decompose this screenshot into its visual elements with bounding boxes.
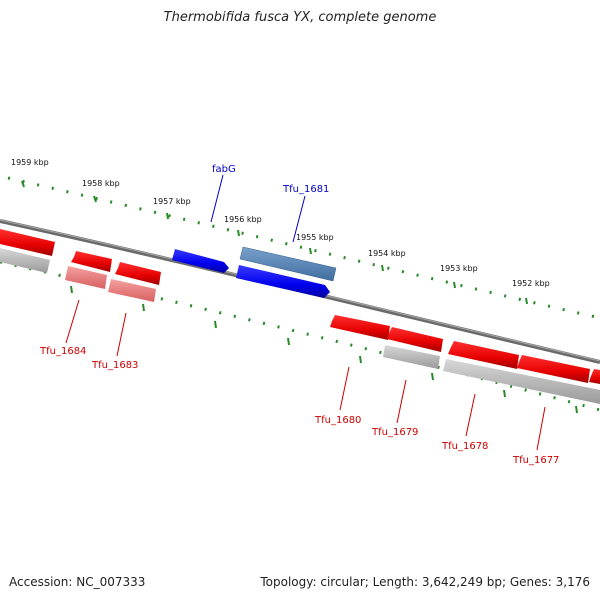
ruler-label: 1958 kbp (82, 179, 120, 188)
major-tick (214, 320, 217, 329)
major-tick (359, 355, 362, 364)
accession-label: Accession: NC_007333 (9, 575, 146, 589)
major-tick (142, 303, 145, 312)
gene-tfu1684-upper[interactable] (71, 251, 112, 272)
major-tick (166, 212, 169, 220)
gene-tfu1681[interactable] (236, 265, 330, 298)
label-leader-fabG (210, 174, 224, 223)
gene-right-edge[interactable] (589, 369, 600, 384)
major-tick (503, 389, 506, 398)
rna-left-edge[interactable] (0, 248, 50, 273)
gene-label-tfu1681[interactable]: Tfu_1681 (282, 184, 329, 195)
reverse-gene-labels: Tfu_1684 Tfu_1683 Tfu_1680 Tfu_1679 Tfu_… (39, 299, 559, 466)
gene-tfu1683-upper[interactable] (115, 262, 161, 285)
rna-tfu1678[interactable] (443, 359, 600, 404)
outer-ruler-dots (7, 176, 600, 320)
ruler-label: 1956 kbp (224, 215, 262, 224)
ruler-label: 1957 kbp (153, 197, 191, 206)
forward-gene-labels: fabG Tfu_1681 (210, 164, 329, 243)
major-tick (237, 229, 240, 237)
map-title: Thermobifida fusca YX, complete genome (163, 10, 437, 25)
ruler-labels: 1959 kbp 1958 kbp 1957 kbp 1956 kbp 1955… (11, 158, 550, 288)
genome-summary: Topology: circular; Length: 3,642,249 bp… (260, 575, 590, 589)
major-tick (431, 372, 434, 381)
label-leader-tfu1683 (116, 312, 127, 357)
gene-tfu1681-highlight[interactable] (239, 246, 337, 282)
major-tick (70, 285, 73, 294)
gene-tfu1680[interactable] (330, 315, 390, 340)
major-tick (309, 247, 312, 255)
major-tick (21, 180, 25, 188)
forward-genes (172, 246, 337, 298)
gene-fabG[interactable] (172, 249, 229, 273)
ruler-label: 1959 kbp (11, 158, 49, 167)
reverse-genes (0, 229, 600, 404)
gene-label-tfu1677[interactable]: Tfu_1677 (512, 455, 559, 466)
inner-ruler (0, 260, 600, 414)
gene-label-tfu1678[interactable]: Tfu_1678 (441, 441, 488, 452)
ruler-label: 1954 kbp (368, 249, 406, 258)
gene-label-tfu1683[interactable]: Tfu_1683 (91, 360, 138, 371)
gene-label-fabG[interactable]: fabG (212, 164, 236, 175)
gene-label-tfu1684[interactable]: Tfu_1684 (39, 346, 86, 357)
major-tick (287, 337, 290, 346)
label-leader-tfu1680 (339, 366, 350, 411)
major-tick (453, 281, 456, 289)
label-leader-tfu1684 (65, 299, 80, 344)
gene-label-tfu1680[interactable]: Tfu_1680 (314, 415, 361, 426)
major-tick (575, 405, 578, 414)
label-leader-tfu1679 (396, 379, 407, 424)
label-leader-tfu1677 (536, 406, 546, 451)
gene-tfu1683[interactable] (108, 279, 156, 302)
rna-tfu1679[interactable] (383, 345, 440, 369)
gene-tfu1678[interactable] (448, 341, 519, 369)
major-tick (381, 264, 384, 272)
outer-ruler (7, 176, 600, 320)
gene-tfu1684[interactable] (65, 266, 107, 289)
major-tick (525, 297, 528, 305)
gene-left-edge[interactable] (0, 229, 55, 256)
ruler-label: 1953 kbp (440, 264, 478, 273)
label-leader-tfu1678 (465, 393, 476, 437)
ruler-label: 1955 kbp (296, 233, 334, 242)
major-tick (93, 195, 97, 203)
ruler-label: 1952 kbp (512, 279, 550, 288)
gene-tfu1679[interactable] (387, 327, 443, 352)
gene-label-tfu1679[interactable]: Tfu_1679 (371, 427, 418, 438)
gene-tfu1677[interactable] (517, 355, 590, 383)
label-leader-tfu1681 (292, 195, 306, 243)
